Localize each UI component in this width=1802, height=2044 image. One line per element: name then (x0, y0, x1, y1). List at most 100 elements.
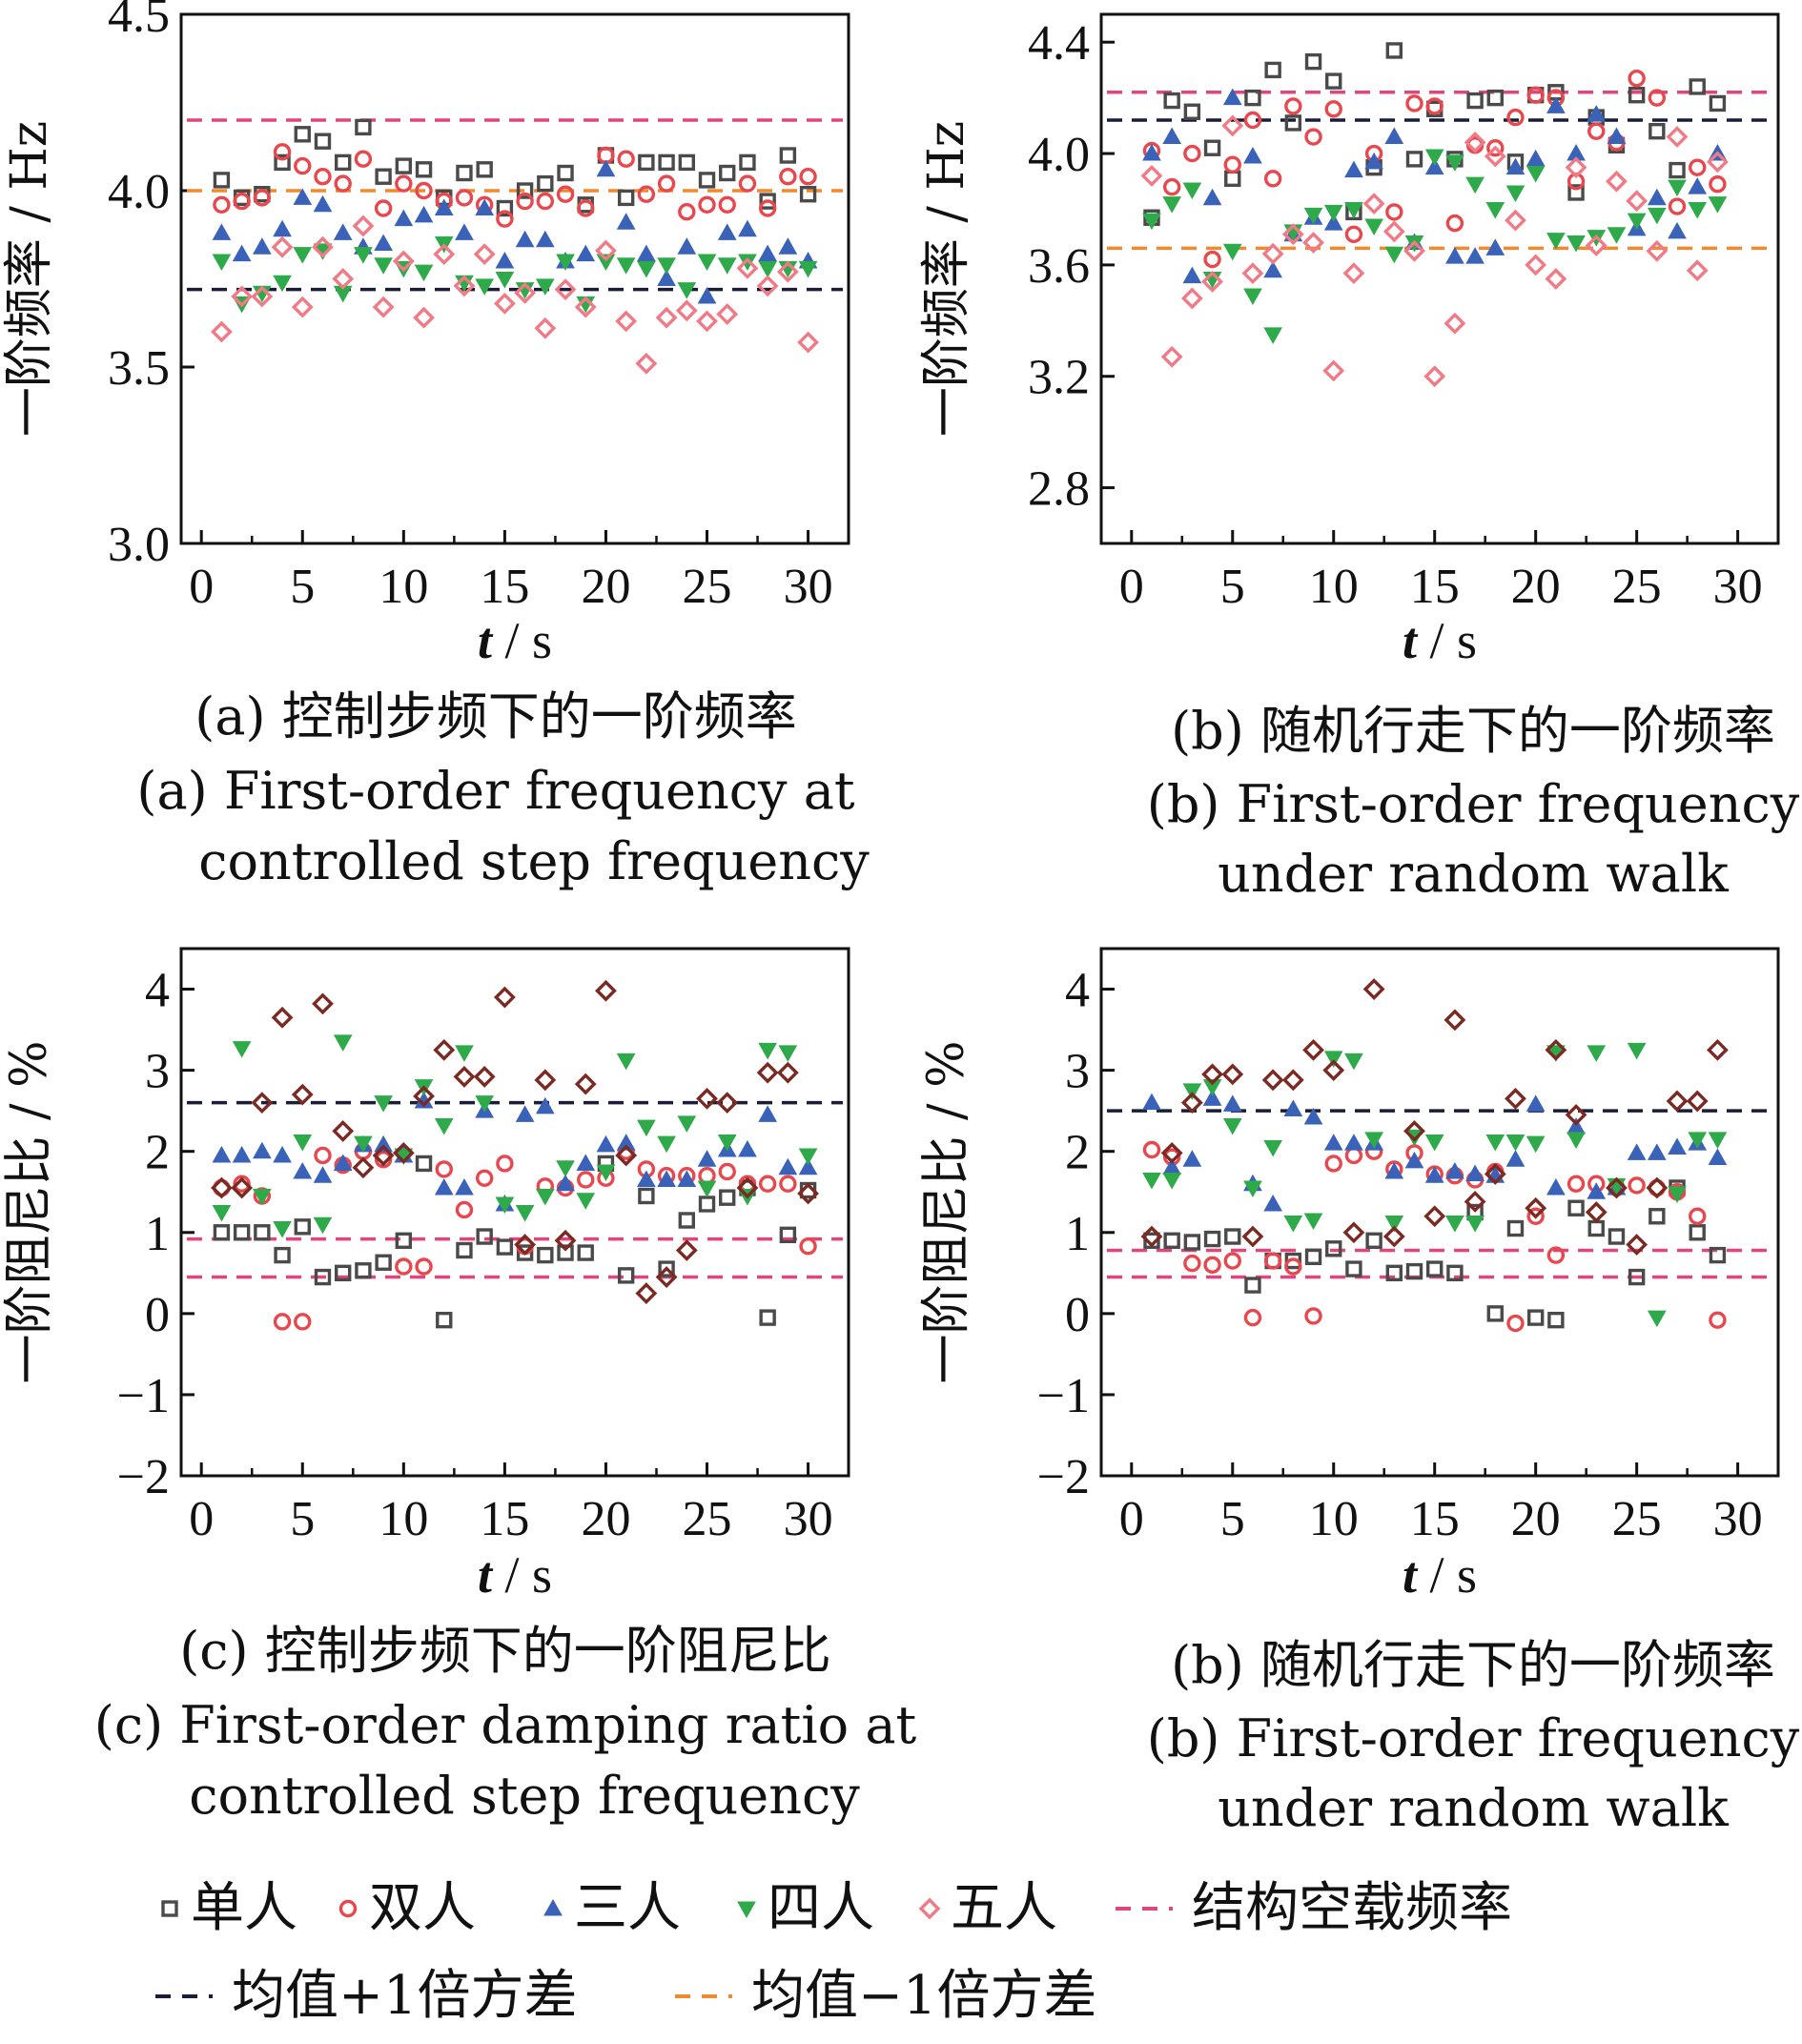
caption-en-line2: controlled step frequency (189, 1766, 860, 1826)
data-point (1222, 1094, 1242, 1112)
data-point (473, 1066, 496, 1088)
legend-marker-circle (338, 1899, 358, 1918)
series-diamond (211, 215, 819, 375)
legend-marker-diamond (918, 1897, 941, 1920)
data-point (293, 1161, 313, 1179)
data-point (1607, 227, 1627, 244)
data-point (576, 244, 596, 262)
x-tick-label: 0 (189, 560, 214, 614)
data-point (1263, 327, 1283, 344)
x-axis-unit: / s (492, 1546, 552, 1604)
data-point (1221, 1063, 1244, 1086)
data-point (1565, 1104, 1587, 1126)
caption-cn: (a) 控制步频下的一阶频率 (195, 686, 797, 746)
data-point (556, 254, 575, 272)
y-tick-label: 4 (145, 964, 170, 1018)
data-point (1140, 1225, 1163, 1248)
y-tick-label: 2 (145, 1126, 170, 1180)
x-axis-var: t (1403, 612, 1419, 669)
x-axis-var: t (478, 1546, 494, 1604)
data-point (273, 219, 292, 237)
data-point (294, 1218, 311, 1236)
data-point (333, 1154, 353, 1171)
data-point (576, 1193, 596, 1210)
data-point (535, 278, 555, 296)
data-point (374, 1150, 393, 1169)
legend-marker-triangle-down (737, 1901, 756, 1919)
data-point (1425, 97, 1444, 115)
x-tick-label: 20 (581, 1492, 630, 1546)
data-point (596, 159, 616, 177)
y-tick-label: −1 (1037, 1369, 1090, 1423)
data-point (1484, 145, 1506, 168)
data-point (334, 153, 352, 172)
data-point (211, 320, 233, 343)
data-point (1284, 1257, 1302, 1276)
data-point (677, 1170, 697, 1187)
data-point (415, 1155, 433, 1173)
data-point (1364, 218, 1383, 236)
series-diamond (1140, 978, 1729, 1256)
x-tick-label: 25 (683, 1492, 732, 1546)
data-point (1162, 196, 1182, 214)
data-point (1709, 1246, 1727, 1264)
data-point (291, 1083, 314, 1106)
data-point (596, 1134, 616, 1153)
data-point (334, 1264, 352, 1282)
data-point (1201, 271, 1223, 293)
data-point (1365, 1232, 1382, 1249)
caption-en-line2: under random walk (1218, 844, 1730, 904)
data-point (759, 193, 776, 210)
data-point (274, 153, 291, 172)
data-point (1445, 247, 1464, 264)
data-point (1382, 1225, 1405, 1248)
x-axis-unit: / s (492, 612, 552, 669)
data-point (1182, 266, 1202, 284)
data-point (1222, 243, 1242, 261)
data-point (1668, 1186, 1687, 1203)
data-point (433, 1038, 456, 1061)
data-point (758, 1105, 778, 1122)
data-point (1202, 188, 1222, 206)
data-point (678, 1212, 696, 1229)
data-point (273, 1221, 292, 1238)
data-point (1669, 161, 1686, 179)
data-point (252, 1188, 272, 1206)
data-point (1344, 1053, 1363, 1071)
x-axis-unit: / s (1417, 612, 1477, 669)
data-point (1303, 207, 1323, 225)
data-point (1344, 1134, 1363, 1151)
data-point (455, 1200, 474, 1219)
series-square (213, 1155, 817, 1329)
data-point (1243, 111, 1262, 130)
data-point (375, 168, 392, 185)
plot-frame (179, 947, 850, 1478)
data-point (496, 210, 514, 228)
data-point (1424, 1134, 1444, 1152)
data-point (1342, 262, 1365, 285)
data-point (736, 1176, 759, 1199)
y-axis-label: 一阶阻尼比 / % (918, 1041, 975, 1384)
x-axis-label: t / s (1403, 1546, 1477, 1604)
data-point (698, 1167, 716, 1185)
data-point (334, 174, 352, 193)
data-point (658, 153, 675, 172)
series-triangle-down (1142, 149, 1728, 344)
y-tick-label: 4.5 (108, 0, 170, 43)
data-point (354, 247, 373, 264)
x-tick-label: 10 (1309, 560, 1359, 614)
data-point (1606, 170, 1628, 193)
data-point (1666, 1090, 1689, 1113)
series-triangle-down (212, 1034, 818, 1238)
y-tick-label: 4.0 (1028, 128, 1090, 182)
data-point (213, 172, 231, 189)
data-point (1324, 1155, 1342, 1173)
data-point (1385, 42, 1403, 59)
x-tick-label: 5 (1220, 560, 1245, 614)
data-point (596, 254, 616, 272)
data-point (1424, 1166, 1444, 1183)
data-point (1142, 144, 1161, 161)
data-point (1567, 1117, 1586, 1134)
